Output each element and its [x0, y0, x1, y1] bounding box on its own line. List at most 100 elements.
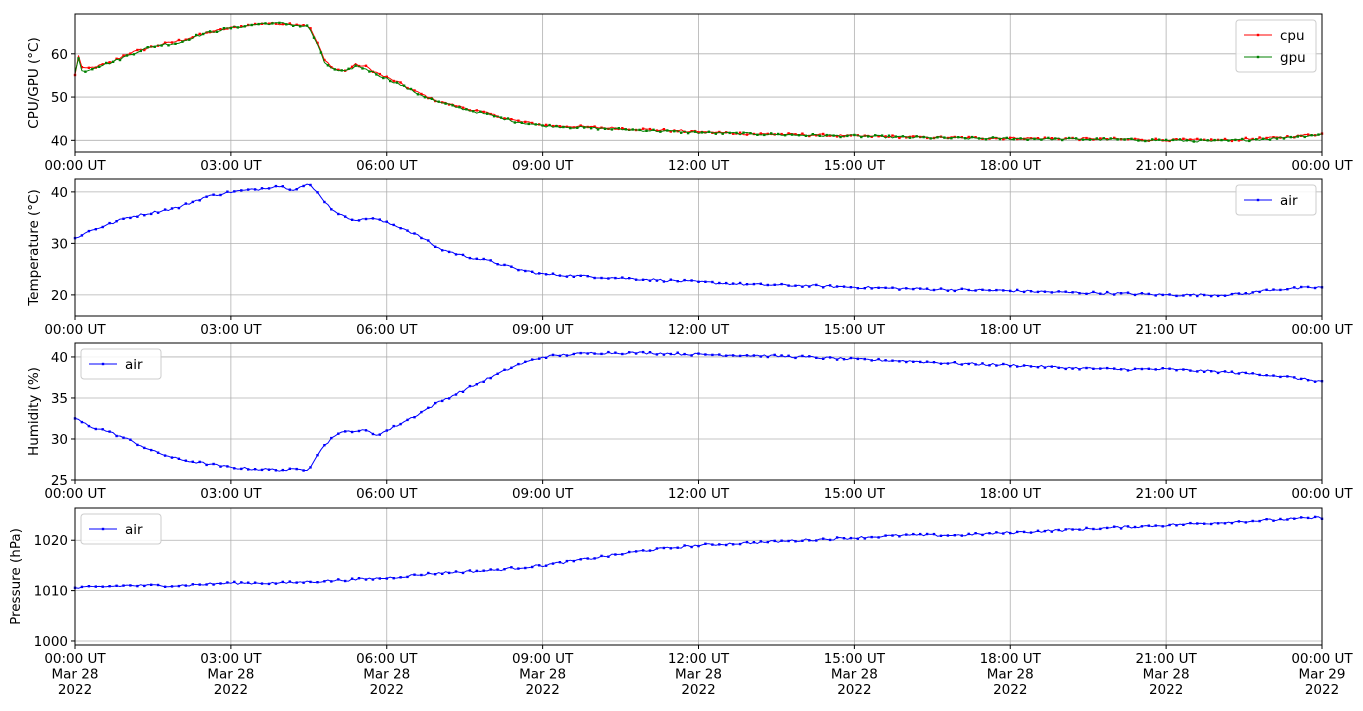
data-point — [108, 61, 111, 64]
data-point — [205, 195, 208, 198]
data-point — [205, 463, 208, 467]
data-point — [669, 278, 672, 281]
data-point — [1119, 292, 1123, 295]
data-point — [468, 256, 472, 260]
data-point — [731, 282, 735, 285]
legend-marker — [101, 362, 105, 366]
data-point — [544, 123, 548, 127]
data-point — [815, 356, 818, 359]
data-point — [191, 583, 194, 586]
data-point — [877, 135, 880, 138]
data-point — [822, 132, 825, 136]
y-tick-label: 1000 — [34, 634, 68, 650]
data-point — [849, 134, 853, 137]
data-point — [150, 448, 153, 452]
data-point — [371, 217, 375, 220]
data-point — [1175, 138, 1178, 141]
data-point — [1203, 522, 1206, 525]
data-point — [1002, 138, 1005, 141]
data-point — [1047, 136, 1050, 140]
data-point — [704, 353, 707, 356]
data-point — [482, 569, 485, 572]
data-point — [115, 434, 118, 438]
data-point — [1016, 530, 1019, 534]
data-point — [347, 67, 350, 70]
data-point — [676, 280, 679, 283]
data-point — [364, 429, 368, 432]
data-point — [1300, 285, 1303, 289]
data-point — [905, 360, 908, 364]
data-point — [333, 68, 336, 71]
data-point — [385, 220, 388, 223]
data-point — [745, 540, 749, 544]
data-point — [1057, 366, 1060, 369]
data-point — [884, 286, 887, 289]
data-point — [503, 568, 506, 571]
data-point — [1064, 528, 1067, 531]
data-point — [915, 135, 918, 138]
data-point — [1022, 530, 1026, 534]
data-point — [461, 571, 465, 575]
data-point — [105, 61, 108, 65]
data-point — [919, 287, 922, 290]
data-point — [219, 28, 222, 31]
data-point — [441, 572, 444, 575]
data-point — [641, 549, 645, 552]
data-point — [163, 208, 167, 211]
data-point — [1078, 292, 1081, 295]
data-point — [1161, 525, 1164, 528]
data-point — [233, 190, 236, 193]
data-point — [1268, 138, 1272, 141]
data-point — [219, 582, 222, 585]
data-point — [115, 57, 118, 60]
data-point — [295, 467, 298, 471]
data-point — [1223, 370, 1227, 373]
data-point — [704, 542, 707, 545]
x-tick-label: 15:00 UT — [824, 486, 886, 502]
data-point — [1293, 517, 1296, 520]
data-point — [1099, 292, 1102, 295]
data-point — [1189, 369, 1192, 372]
data-point — [1279, 288, 1282, 292]
data-point — [219, 465, 222, 468]
data-point — [486, 112, 489, 115]
data-point — [420, 410, 423, 414]
data-point — [787, 132, 790, 135]
x-tick-label: 15:00 UT Mar 28 2022 — [824, 651, 886, 698]
data-point — [98, 65, 101, 68]
data-point — [1016, 137, 1019, 141]
data-point — [219, 193, 222, 197]
data-point — [662, 546, 666, 550]
data-point — [697, 544, 700, 548]
x-tick-label: 03:00 UT — [200, 158, 262, 174]
data-point — [406, 418, 409, 422]
data-point — [80, 234, 84, 237]
data-point — [856, 537, 859, 540]
data-point — [1286, 518, 1289, 521]
data-point — [427, 239, 430, 242]
data-point — [648, 549, 652, 552]
data-point — [634, 278, 638, 281]
panel-1: 00:00 UT 03:00 UT 06:00 UT 09:00 UT 12:00 UT… — [26, 13, 1353, 174]
data-point — [136, 443, 139, 447]
data-point — [704, 280, 707, 283]
y-tick-label: 1020 — [34, 533, 68, 549]
data-point — [579, 124, 582, 127]
data-point — [451, 104, 454, 107]
data-point — [586, 352, 589, 355]
data-point — [503, 117, 506, 120]
data-point — [939, 534, 943, 537]
data-point — [1196, 522, 1199, 525]
data-point — [655, 547, 659, 550]
data-point — [1029, 290, 1033, 293]
data-point — [108, 585, 111, 588]
data-point — [1043, 290, 1047, 293]
data-point — [1140, 367, 1144, 371]
data-point — [548, 123, 551, 127]
data-point — [316, 41, 319, 45]
data-point — [666, 129, 669, 132]
data-point — [576, 126, 579, 129]
data-point — [323, 444, 326, 447]
data-point — [1237, 372, 1241, 375]
data-point — [1057, 137, 1060, 141]
